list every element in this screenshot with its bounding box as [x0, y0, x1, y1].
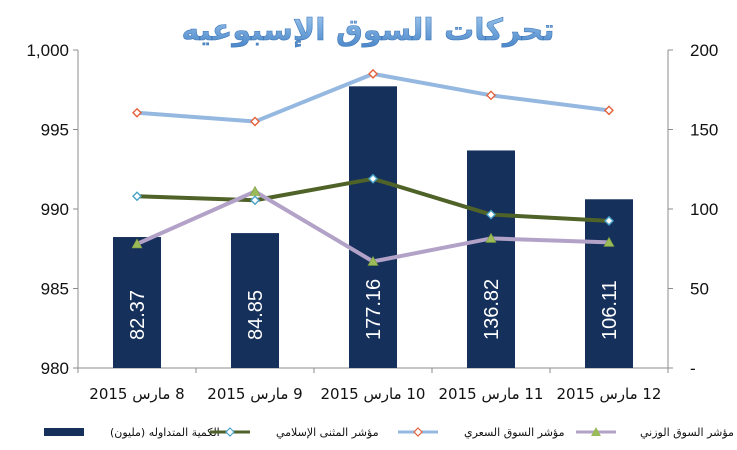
- bar: [113, 237, 161, 368]
- right-tick-label: 50: [690, 280, 709, 299]
- right-tick-label: 100: [690, 200, 718, 219]
- right-tick-label: 150: [690, 121, 718, 140]
- data-point: [250, 195, 260, 206]
- bar: [467, 150, 515, 368]
- x-tick-label: 12 مارس 2015: [557, 385, 662, 403]
- legend-label: مؤشر المثنى الإسلامي: [276, 426, 379, 439]
- data-point: [368, 173, 378, 184]
- data-point: [604, 215, 614, 226]
- data-point: [604, 105, 614, 116]
- data-point: [249, 185, 261, 196]
- left-tick-label: 995: [41, 121, 69, 140]
- x-tick-label: 8 مارس 2015: [89, 385, 184, 403]
- data-point: [132, 107, 142, 118]
- bar-series: 82.37 84.85 177.16 136.82 106.11: [113, 86, 633, 368]
- legend-label: مؤشر السوق السعري: [464, 426, 565, 439]
- x-tick-label: 9 مارس 2015: [207, 385, 302, 403]
- data-point: [486, 209, 496, 220]
- legend-symbol: [44, 428, 84, 436]
- data-point: [603, 236, 615, 247]
- bar: [231, 233, 279, 368]
- x-tick-label: 11 مارس 2015: [439, 385, 544, 403]
- legend-label: مؤشر السوق الوزني: [640, 426, 734, 439]
- legend: الكمية المتداوله (مليون) مؤشر المثنى الإس…: [44, 426, 734, 439]
- data-point: [486, 90, 496, 101]
- bar: [349, 86, 397, 368]
- left-tick-label: 985: [41, 280, 69, 299]
- chart-title: تحركات السوق الإسبوعيه: [181, 13, 554, 48]
- legend-marker: [225, 427, 235, 437]
- right-tick-label: -: [690, 359, 696, 378]
- bar-data-label: 82.37: [127, 290, 149, 340]
- legend-marker: [413, 427, 423, 437]
- left-tick-label: 990: [41, 200, 69, 219]
- bar-data-label: 106.11: [599, 280, 621, 340]
- legend-marker: [591, 427, 601, 436]
- bar-data-label: 136.82: [481, 279, 503, 340]
- data-point: [132, 191, 142, 202]
- bar: [585, 199, 633, 368]
- right-tick-label: 200: [690, 41, 718, 60]
- line-series: [131, 68, 615, 266]
- data-point: [368, 68, 378, 79]
- legend-label: الكمية المتداوله (مليون): [110, 426, 220, 439]
- data-point: [485, 232, 497, 243]
- data-point: [367, 255, 379, 266]
- left-tick-label: 1,000: [26, 41, 69, 60]
- axes: 980 985 990 995 1,000 - 50 100 150 200 8 مارس 2015…: [26, 41, 718, 403]
- bar-data-label: 177.16: [363, 279, 385, 340]
- data-point: [131, 238, 143, 249]
- left-tick-label: 980: [41, 359, 69, 378]
- bar-data-label: 84.85: [245, 290, 267, 340]
- data-point: [250, 116, 260, 127]
- x-tick-label: 10 مارس 2015: [321, 385, 426, 403]
